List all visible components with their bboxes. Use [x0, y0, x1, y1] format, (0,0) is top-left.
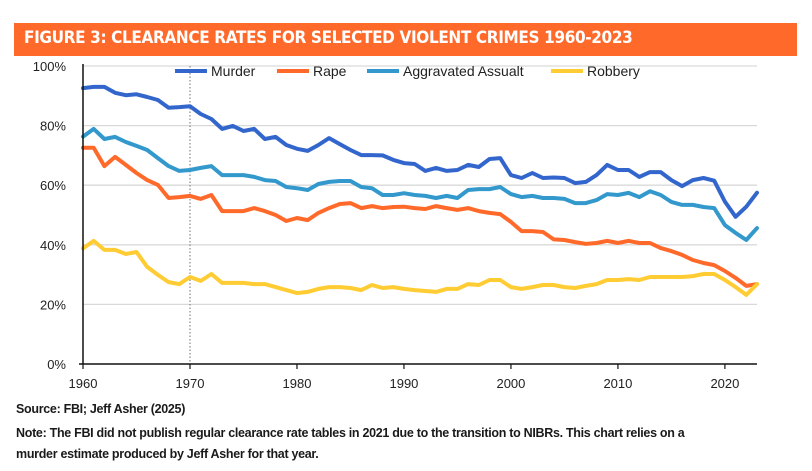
legend-label-aggravated-assualt: Aggravated Assualt	[403, 63, 524, 79]
axes	[79, 64, 757, 369]
line-chart: 0% 20% 40% 60% 80% 100% 1960 1970 1980 1990 2000 2…	[33, 59, 759, 391]
series-line-rape	[81, 145, 759, 288]
legend-label-robbery: Robbery	[587, 63, 640, 79]
figure-title: FIGURE 3: CLEARANCE RATES FOR SELECTED V…	[24, 28, 633, 48]
y-tick-label: 20%	[40, 297, 66, 312]
x-tick-label: 2020	[710, 376, 739, 391]
x-tick-labels: 1960 1970 1980 1990 2000 2010 2020	[69, 376, 740, 391]
x-tick-label: 1990	[389, 376, 418, 391]
note-line-2: murder estimate produced by Jeff Asher f…	[16, 447, 319, 461]
x-tick-label: 1980	[283, 376, 312, 391]
legend-label-murder: Murder	[211, 63, 256, 79]
gridlines	[83, 65, 757, 306]
legend: Murder Rape Aggravated Assualt Robbery	[175, 63, 640, 79]
y-tick-label: 100%	[33, 59, 67, 74]
x-tick-label: 1970	[176, 376, 205, 391]
figure-title-banner: FIGURE 3: CLEARANCE RATES FOR SELECTED V…	[14, 23, 797, 56]
y-tick-labels: 0% 20% 40% 60% 80% 100%	[33, 59, 67, 372]
x-tick-label: 2010	[603, 376, 632, 391]
note-line-1: Note: The FBI did not publish regular cl…	[16, 426, 685, 440]
series-line-murder	[81, 84, 759, 219]
x-tick-label: 1960	[69, 376, 98, 391]
series-line-robbery	[81, 238, 759, 297]
legend-label-rape: Rape	[313, 63, 347, 79]
y-tick-label: 0%	[47, 357, 66, 372]
x-tick-label: 2000	[496, 376, 525, 391]
series-line-aggravated-assualt	[81, 126, 759, 242]
series-lines	[81, 84, 759, 297]
y-tick-label: 40%	[40, 238, 66, 253]
y-tick-label: 80%	[40, 119, 66, 134]
y-tick-label: 60%	[40, 178, 66, 193]
source-note: Source: FBI; Jeff Asher (2025)	[16, 402, 186, 416]
